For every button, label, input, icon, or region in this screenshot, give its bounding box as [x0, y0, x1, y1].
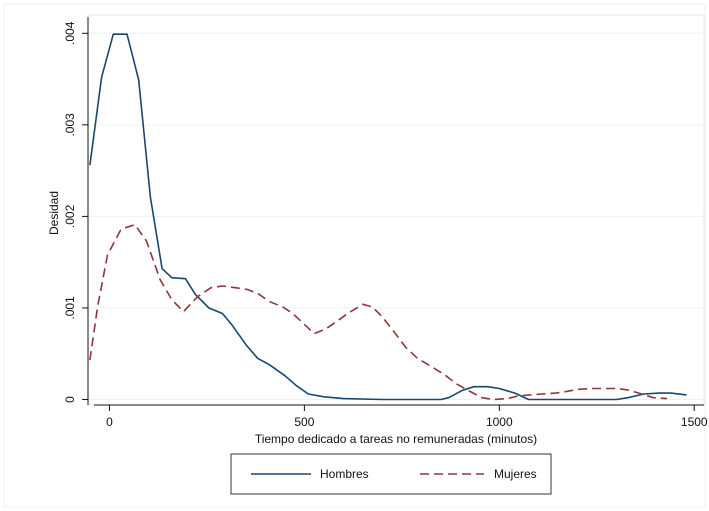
y-axis-ticks: 0 .001 .002 .003 .004 [63, 21, 88, 403]
series-line-mujeres [89, 223, 668, 401]
outer-frame [3, 3, 706, 508]
legend-label-mujeres: Mujeres [494, 467, 537, 481]
x-axis-title: Tiempo dedicado a tareas no remuneradas … [255, 432, 537, 446]
x-tick-label-0: 0 [106, 415, 113, 429]
y-tick-label-1: .001 [63, 296, 77, 320]
legend: Hombres Mujeres [230, 453, 552, 495]
series-layer [89, 33, 687, 401]
plot-region [87, 14, 705, 406]
x-tick-label-1: 500 [294, 415, 314, 429]
y-tick-label-2: .002 [63, 204, 77, 228]
y-tick-label-4: .004 [63, 21, 77, 45]
x-tick-label-3: 1500 [681, 415, 708, 429]
x-tick-label-2: 1000 [486, 415, 513, 429]
series-line-hombres [89, 33, 687, 401]
y-tick-label-0: 0 [63, 396, 77, 403]
x-axis-ticks: 0 500 1000 1500 [106, 405, 708, 429]
y-axis-title: Desidad [47, 191, 61, 235]
legend-label-hombres: Hombres [320, 467, 369, 481]
y-tick-label-3: .003 [63, 113, 77, 137]
axes [87, 17, 704, 406]
